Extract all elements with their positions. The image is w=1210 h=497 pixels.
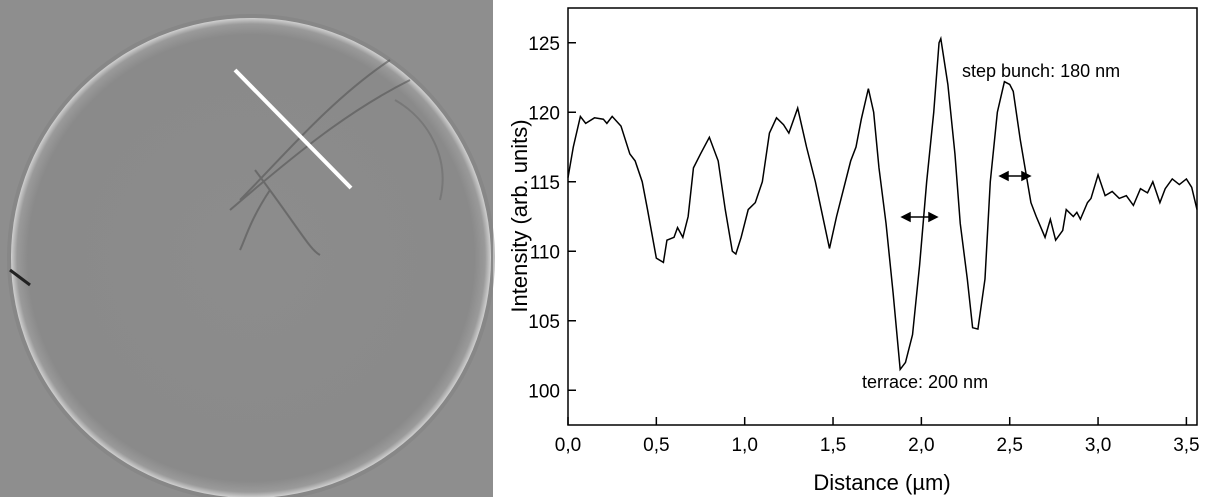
- image-defect: [9, 268, 31, 287]
- width-arrows: [900, 170, 1032, 223]
- profile-line: [567, 35, 1198, 372]
- step-features: [394, 99, 444, 201]
- x-tick-label: 2,5: [997, 435, 1023, 456]
- x-tick-label: 3,5: [1173, 435, 1199, 456]
- y-tick-label: 105: [528, 312, 560, 333]
- micrograph: [0, 0, 495, 497]
- annotation: terrace: 200 nm: [862, 372, 988, 392]
- step-features: [229, 59, 411, 256]
- x-tick-label: 2,0: [908, 435, 934, 456]
- x-tick-label: 0,0: [555, 435, 581, 456]
- y-axis-label: Intensity (arb. units): [507, 119, 532, 312]
- x-tick-label: 0,5: [643, 435, 669, 456]
- chart: Distance (µm) Intensity (arb. units) ste…: [507, 7, 1200, 495]
- annotation: step bunch: 180 nm: [962, 61, 1120, 81]
- plot-frame: [567, 7, 1198, 426]
- x-tick-label: 1,5: [820, 435, 846, 456]
- y-tick-label: 125: [528, 34, 560, 55]
- y-tick-label: 120: [528, 103, 560, 124]
- x-tick-label: 3,0: [1085, 435, 1111, 456]
- y-tick-label: 100: [528, 381, 560, 402]
- y-tick-label: 115: [530, 173, 560, 194]
- y-tick-label: 110: [530, 242, 560, 263]
- x-axis-label: Distance (µm): [813, 470, 950, 495]
- x-tick-label: 1,0: [731, 435, 757, 456]
- profile-line: [233, 68, 353, 190]
- crystal-disk: [11, 18, 491, 497]
